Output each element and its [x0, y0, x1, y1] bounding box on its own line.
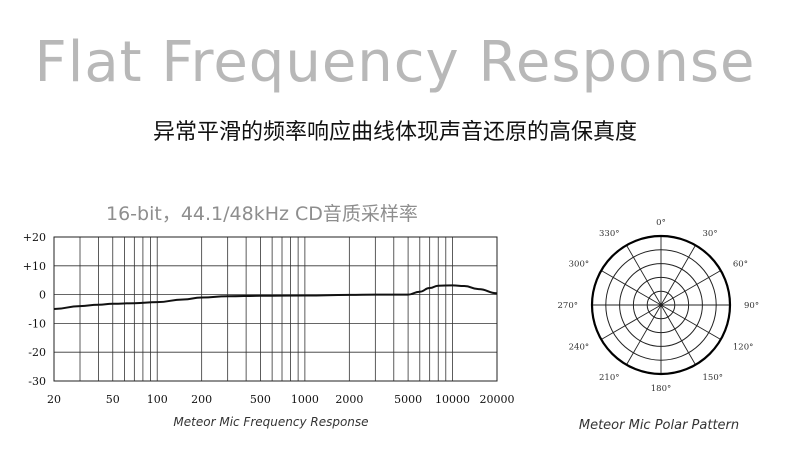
y-tick-label: 0 [39, 289, 46, 302]
polar-spoke [660, 245, 696, 306]
polar-spoke [626, 245, 662, 306]
polar-angle-label: 0° [656, 218, 666, 228]
headline: Flat Frequency Response [34, 30, 756, 95]
polar-angle-label: 90° [744, 301, 759, 311]
y-tick-label: +20 [23, 231, 46, 244]
plot-frame [53, 236, 498, 382]
x-tick-label: 100 [147, 393, 168, 406]
polar-pattern-chart: 0° 30° 60° 90° 120° 150° 180° 210° 240° 270° 300° 3… [558, 218, 760, 394]
polar-spoke [660, 304, 696, 365]
x-tick-label: 1000 [291, 393, 319, 406]
y-tick-label: -10 [28, 317, 46, 330]
polar-angle-label: 330° [599, 229, 619, 239]
x-tick-label: 20 [47, 393, 61, 406]
y-tick-label: -20 [28, 346, 46, 359]
x-tick-label: 50 [106, 393, 120, 406]
x-tick-label: 20000 [480, 393, 515, 406]
x-tick-label: 500 [250, 393, 271, 406]
x-tick-label: 200 [191, 393, 212, 406]
polar-angle-label: 240° [569, 343, 589, 353]
polar-angle-label: 270° [558, 301, 578, 311]
polar-angle-label: 150° [703, 373, 723, 383]
frequency-chart-title: Meteor Mic Frequency Response [173, 415, 368, 429]
polar-pattern-trace [590, 234, 732, 376]
polar-spoke [601, 270, 662, 306]
x-tick-label: 10000 [435, 393, 470, 406]
frequency-response-line [53, 284, 498, 310]
polar-angle-label: 210° [599, 373, 619, 383]
y-tick-label: -30 [28, 375, 46, 388]
subheadline: 异常平滑的频率响应曲线体现声音还原的高保真度 [152, 120, 637, 145]
polar-spoke [626, 304, 662, 365]
spec-text: 16-bit，44.1/48kHz CD音质采样率 [106, 203, 418, 225]
y-tick-label: +10 [23, 260, 46, 273]
polar-angle-label: 120° [733, 343, 753, 353]
polar-chart-title: Meteor Mic Polar Pattern [579, 418, 739, 433]
polar-angle-label: 30° [703, 229, 718, 239]
polar-angle-label: 60° [733, 260, 748, 270]
polar-angle-label: 180° [651, 384, 671, 394]
polar-spoke [660, 304, 721, 340]
polar-spoke [601, 304, 662, 340]
polar-angle-label: 300° [569, 260, 589, 270]
x-tick-label: 5000 [394, 393, 422, 406]
x-tick-label: 2000 [335, 393, 363, 406]
polar-spoke [660, 270, 721, 306]
